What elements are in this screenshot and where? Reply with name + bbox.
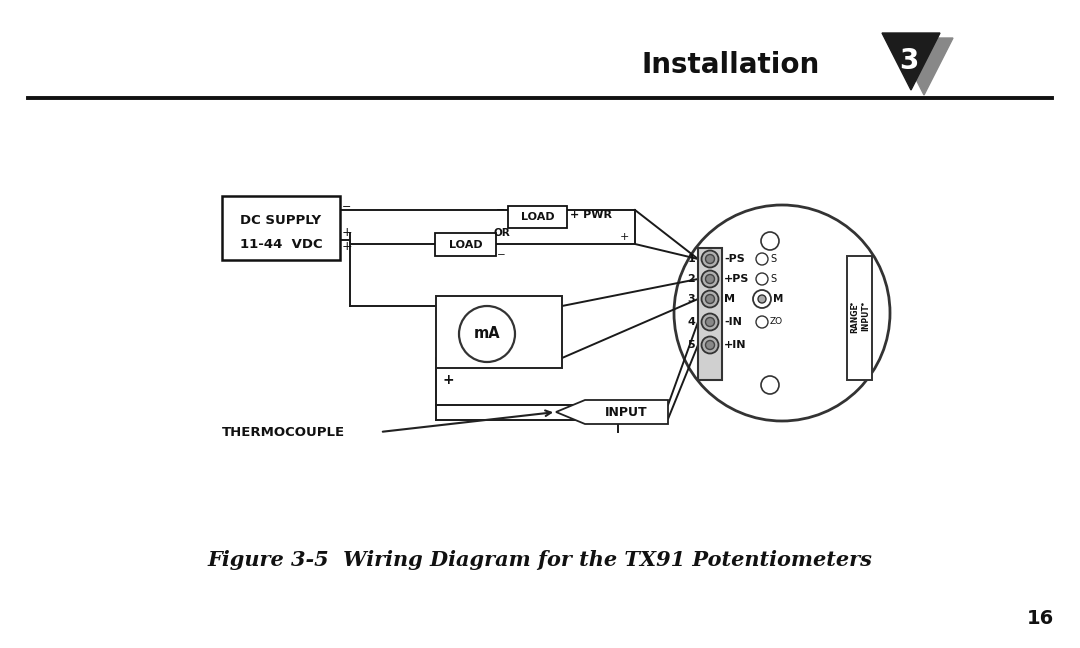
Text: +: + (620, 232, 630, 242)
Text: M: M (773, 294, 783, 304)
Text: Figure 3-5  Wiring Diagram for the TX91 Potentiometers: Figure 3-5 Wiring Diagram for the TX91 P… (207, 550, 873, 570)
Text: OR: OR (494, 228, 511, 238)
Bar (508, 206, 567, 228)
Text: INPUT: INPUT (605, 406, 648, 419)
Polygon shape (882, 33, 940, 90)
Circle shape (702, 336, 718, 354)
Text: M: M (724, 294, 735, 304)
Text: 1: 1 (687, 254, 696, 264)
Text: −: − (342, 202, 351, 212)
Circle shape (756, 253, 768, 265)
Text: mA: mA (474, 327, 500, 341)
Circle shape (705, 275, 715, 284)
Text: -IN: -IN (724, 317, 742, 327)
Circle shape (705, 340, 715, 349)
Text: Installation: Installation (642, 51, 820, 79)
Bar (847, 256, 872, 380)
Circle shape (702, 290, 718, 308)
Circle shape (702, 314, 718, 330)
Text: +IN: +IN (724, 340, 746, 350)
Text: LOAD: LOAD (448, 240, 483, 249)
Circle shape (702, 270, 718, 288)
Text: 16: 16 (1026, 608, 1054, 627)
Circle shape (705, 255, 715, 264)
Circle shape (705, 318, 715, 327)
Text: DC SUPPLY: DC SUPPLY (241, 213, 322, 227)
Circle shape (753, 290, 771, 308)
Polygon shape (895, 38, 953, 95)
Text: + PWR: + PWR (570, 210, 612, 220)
Text: +: + (342, 227, 353, 240)
Text: 2: 2 (687, 274, 696, 284)
Bar (435, 233, 496, 256)
Bar (222, 196, 340, 260)
Text: •: • (860, 301, 864, 310)
Text: LOAD: LOAD (521, 212, 554, 222)
Text: INPUT: INPUT (862, 305, 870, 331)
Text: -PS: -PS (724, 254, 745, 264)
Text: −: − (497, 250, 505, 260)
Circle shape (756, 316, 768, 328)
Bar (436, 296, 562, 368)
Text: +PS: +PS (724, 274, 750, 284)
Text: S: S (770, 274, 777, 284)
Circle shape (702, 251, 718, 268)
Text: −: − (496, 205, 505, 215)
Text: +: + (442, 373, 454, 387)
Text: 4: 4 (687, 317, 696, 327)
Circle shape (705, 294, 715, 303)
Text: RANGE: RANGE (851, 303, 860, 333)
Text: 11-44  VDC: 11-44 VDC (240, 238, 322, 251)
Text: S: S (770, 254, 777, 264)
Text: 5: 5 (687, 340, 696, 350)
Circle shape (674, 205, 890, 421)
Text: THERMOCOUPLE: THERMOCOUPLE (222, 426, 346, 439)
Text: +: + (342, 240, 353, 253)
Bar (698, 248, 723, 380)
Circle shape (756, 273, 768, 285)
Circle shape (758, 295, 766, 303)
Text: 3: 3 (687, 294, 696, 304)
Circle shape (761, 376, 779, 394)
Circle shape (761, 232, 779, 250)
Circle shape (459, 306, 515, 362)
Text: ZO: ZO (770, 318, 783, 327)
Text: •: • (849, 301, 853, 310)
Text: 3: 3 (900, 47, 919, 75)
Polygon shape (556, 400, 669, 424)
